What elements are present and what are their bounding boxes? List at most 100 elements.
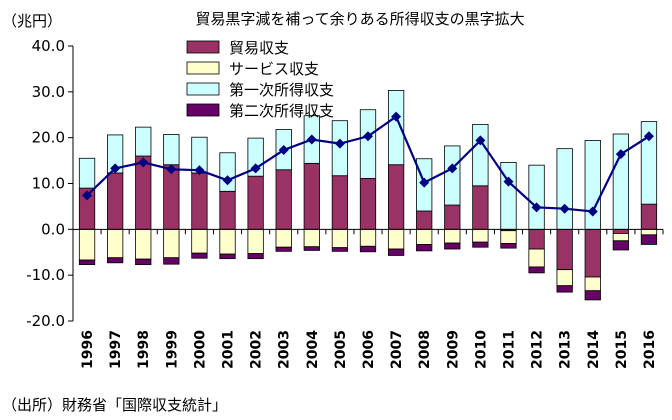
bar-series3-2002 xyxy=(247,253,264,260)
bar-series0-2001 xyxy=(219,190,236,230)
legend-swatch-0 xyxy=(186,40,220,54)
bar-series3-2013 xyxy=(556,285,573,293)
bar-series1-1998 xyxy=(135,228,152,260)
bar-series1-2002 xyxy=(247,228,264,255)
bar-series2-1998 xyxy=(135,126,152,157)
line-marker-2012 xyxy=(531,202,542,213)
bar-series3-2003 xyxy=(275,246,292,252)
bar-series1-2004 xyxy=(303,228,320,248)
x-tick-label-2016: 2016 xyxy=(642,330,658,369)
bar-series3-1999 xyxy=(163,257,180,265)
bar-series1-2001 xyxy=(219,228,236,255)
bar-series3-2005 xyxy=(331,247,349,252)
x-tick-label-2014: 2014 xyxy=(586,330,602,369)
bar-series0-2008 xyxy=(416,210,433,230)
bar-series3-2009 xyxy=(444,242,461,250)
source-note: （出所）財務省「国際収支統計」 xyxy=(2,396,227,414)
bar-series1-2005 xyxy=(331,228,349,249)
bar-series2-2001 xyxy=(219,152,236,192)
bar-series2-2009 xyxy=(444,145,461,206)
bar-series3-2004 xyxy=(303,246,320,251)
bar-series0-2016 xyxy=(640,203,658,230)
bar-series2-2015 xyxy=(612,133,629,230)
line-marker-2003 xyxy=(278,145,289,156)
line-marker-2015 xyxy=(615,149,626,160)
line-marker-2005 xyxy=(334,138,345,149)
line-marker-1997 xyxy=(110,163,121,174)
line-marker-2008 xyxy=(419,177,430,188)
x-tick-label-2004: 2004 xyxy=(305,330,321,369)
bar-series3-2014 xyxy=(584,290,601,301)
bar-series1-2007 xyxy=(387,228,405,250)
bar-series0-1997 xyxy=(107,172,124,230)
x-tick-label-1996: 1996 xyxy=(80,330,96,369)
x-tick-label-2003: 2003 xyxy=(277,330,293,369)
line-marker-2016 xyxy=(643,131,654,142)
y-tick-label: -10.0 xyxy=(26,266,65,284)
bar-series3-1998 xyxy=(135,258,152,266)
bar-series0-2000 xyxy=(191,172,208,230)
bar-series2-2016 xyxy=(640,121,658,205)
legend-swatch-3 xyxy=(186,103,220,117)
bar-series3-2001 xyxy=(219,253,236,260)
bar-series0-2010 xyxy=(472,185,489,230)
bar-series3-1997 xyxy=(107,257,124,264)
bar-series0-2006 xyxy=(359,178,377,230)
bar-series1-1996 xyxy=(78,228,96,261)
bar-series1-2012 xyxy=(528,248,545,268)
bar-series1-2000 xyxy=(191,228,208,254)
bar-series1-2016 xyxy=(640,228,658,236)
x-tick-label-2007: 2007 xyxy=(389,330,405,369)
bar-series3-2011 xyxy=(500,243,517,249)
x-tick-label-2009: 2009 xyxy=(445,330,461,369)
line-marker-2013 xyxy=(559,203,570,214)
line-marker-2001 xyxy=(222,175,233,186)
bar-series2-1999 xyxy=(163,134,180,166)
x-tick-label-2008: 2008 xyxy=(417,330,433,369)
bar-series0-2015 xyxy=(612,228,629,234)
bar-series2-2006 xyxy=(359,109,377,179)
y-tick-label: 20.0 xyxy=(32,129,65,147)
line-marker-2011 xyxy=(503,176,514,187)
bar-series3-2010 xyxy=(472,241,489,248)
bar-series0-2003 xyxy=(275,169,292,230)
bar-series0-2009 xyxy=(444,204,461,230)
x-tick-label-1999: 1999 xyxy=(164,330,180,369)
bar-series1-2015 xyxy=(612,233,629,242)
bar-series3-2000 xyxy=(191,252,208,259)
x-tick-label-2011: 2011 xyxy=(501,330,517,369)
line-marker-2000 xyxy=(194,165,205,176)
bar-series1-1999 xyxy=(163,228,180,259)
bar-series3-2006 xyxy=(359,245,377,253)
line-marker-1998 xyxy=(138,157,149,168)
bar-series0-2007 xyxy=(387,164,405,230)
x-tick-label-2013: 2013 xyxy=(558,330,574,369)
bar-series3-2008 xyxy=(416,244,433,252)
bar-series2-2013 xyxy=(556,148,573,230)
legend-swatch-1 xyxy=(186,61,220,75)
y-tick-label: -20.0 xyxy=(26,312,65,330)
bar-series0-2002 xyxy=(247,175,264,230)
bar-series2-1996 xyxy=(78,157,96,189)
y-tick-label: 40.0 xyxy=(32,37,65,55)
bar-series2-2010 xyxy=(472,123,489,187)
bar-series1-1997 xyxy=(107,228,124,259)
line-marker-2010 xyxy=(475,135,486,146)
bar-series2-2007 xyxy=(387,90,405,166)
bar-series1-2011 xyxy=(500,230,517,244)
legend-label-2: 第一次所得収支 xyxy=(229,81,334,99)
legend-swatch-2 xyxy=(186,82,220,96)
bar-series1-2003 xyxy=(275,228,292,248)
x-tick-label-2015: 2015 xyxy=(614,330,630,369)
bar-series3-2012 xyxy=(528,266,545,274)
legend-label-1: サービス収支 xyxy=(229,60,319,78)
x-tick-label-2000: 2000 xyxy=(192,330,208,369)
bar-series3-1996 xyxy=(78,259,96,266)
line-marker-1999 xyxy=(166,164,177,175)
x-tick-label-2012: 2012 xyxy=(530,330,546,369)
legend-label-3: 第二次所得収支 xyxy=(229,102,334,120)
bar-series1-2013 xyxy=(556,269,573,287)
y-tick-label: 30.0 xyxy=(32,83,65,101)
